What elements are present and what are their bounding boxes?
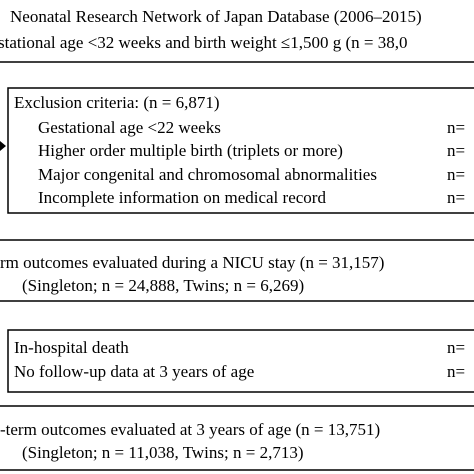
exclusion-count: n= <box>447 188 465 207</box>
exclusion-item: Major congenital and chromosomal abnorma… <box>38 165 377 184</box>
source-text: stational age <32 weeks and birth weight… <box>0 33 408 52</box>
exclusion-count: n= <box>447 118 465 137</box>
exclusion-item: Gestational age <22 weeks <box>38 118 221 137</box>
exclusion-item: Incomplete information on medical record <box>38 188 326 207</box>
source-box <box>0 61 474 63</box>
arrow-head <box>0 141 6 151</box>
source-text: Neonatal Research Network of Japan Datab… <box>10 7 422 26</box>
followup-box <box>0 405 474 471</box>
nicu-text: (Singleton; n = 24,888, Twins; n = 6,269… <box>22 276 304 295</box>
followup-text: -term outcomes evaluated at 3 years of a… <box>0 420 380 439</box>
nicu-text: rm outcomes evaluated during a NICU stay… <box>0 253 384 272</box>
loss-count: n= <box>447 338 465 357</box>
loss-box <box>7 329 474 393</box>
exclusion-item: Higher order multiple birth (triplets or… <box>38 141 343 160</box>
loss-count: n= <box>447 362 465 381</box>
exclusion-count: n= <box>447 165 465 184</box>
exclusion-box <box>7 87 474 214</box>
followup-text: (Singleton; n = 11,038, Twins; n = 2,713… <box>22 443 304 462</box>
loss-item: In-hospital death <box>14 338 129 357</box>
loss-item: No follow-up data at 3 years of age <box>14 362 254 381</box>
nicu-box <box>0 239 474 302</box>
exclusion-title: Exclusion criteria: (n = 6,871) <box>14 93 220 112</box>
exclusion-count: n= <box>447 141 465 160</box>
